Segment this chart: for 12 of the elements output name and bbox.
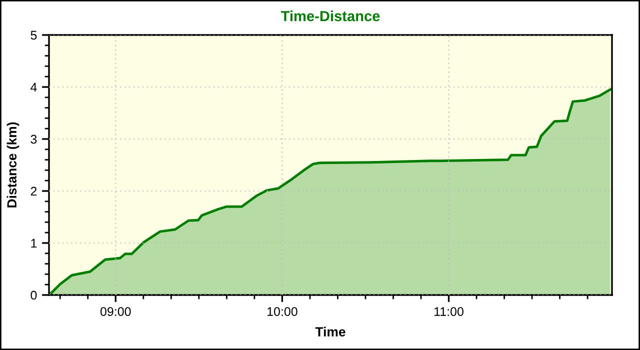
x-axis-title: Time xyxy=(315,326,346,336)
y-tick-label: 5 xyxy=(30,30,37,40)
y-tick-label: 1 xyxy=(31,238,37,248)
y-tick-label: 4 xyxy=(30,82,37,92)
y-tick-label: 0 xyxy=(30,290,37,300)
chart-title: Time-Distance xyxy=(280,10,380,22)
y-tick-label: 3 xyxy=(30,134,37,144)
y-axis-title: Distance (km) xyxy=(6,122,20,208)
x-tick-label: 09:00 xyxy=(100,307,131,316)
x-tick-label: 11:00 xyxy=(434,307,464,316)
x-tick-label: 10:00 xyxy=(268,307,298,316)
y-tick-label: 2 xyxy=(30,186,37,196)
